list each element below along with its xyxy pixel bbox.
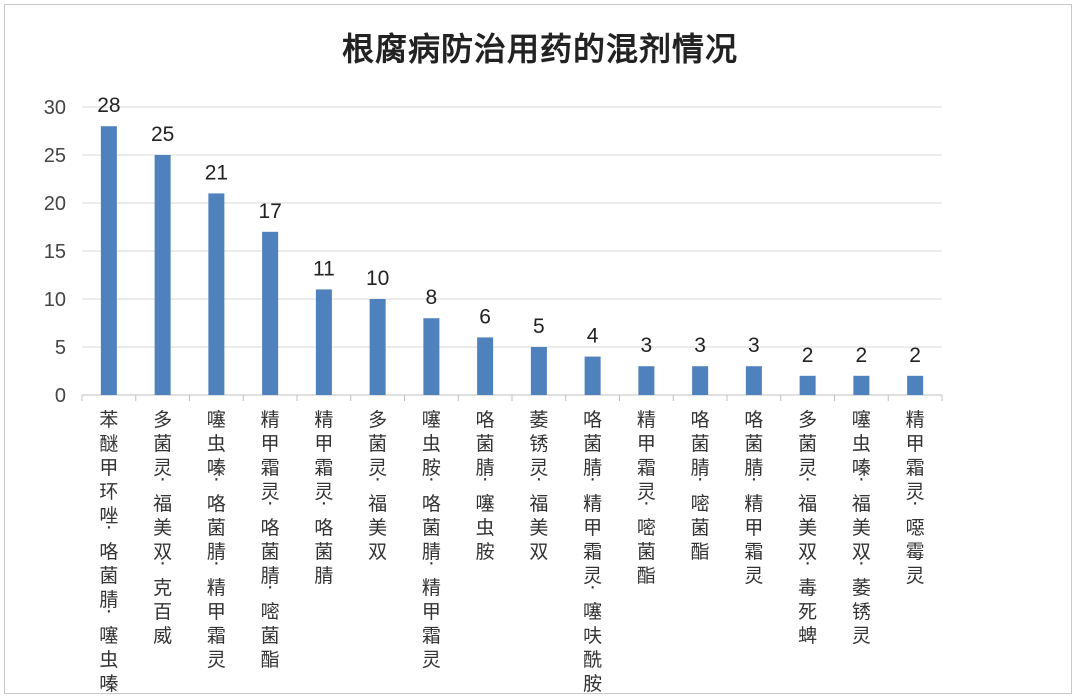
x-category-label: 精甲霜灵·嘧菌酯	[637, 409, 656, 587]
data-label: 4	[587, 325, 599, 348]
x-category-label: 咯菌腈·噻虫胺	[476, 409, 495, 563]
bar	[477, 337, 494, 395]
x-category-label: 多菌灵·福美双·克百威	[153, 409, 172, 647]
x-category-label: 噻虫嗪·福美双·萎锈灵	[852, 409, 871, 647]
x-category-label: 精甲霜灵·噁霉灵	[906, 409, 925, 587]
data-label: 21	[205, 161, 228, 184]
bar	[799, 375, 816, 395]
data-label: 2	[802, 344, 814, 367]
bar	[584, 356, 601, 395]
bar	[315, 289, 332, 395]
bar	[423, 318, 440, 395]
bar	[369, 299, 386, 395]
bar	[638, 366, 655, 395]
y-tick-label: 15	[44, 241, 66, 263]
bar	[154, 155, 171, 395]
data-label: 11	[313, 257, 335, 280]
bar	[100, 126, 117, 395]
x-category-label: 精甲霜灵·咯菌腈	[314, 409, 333, 587]
bar	[907, 375, 924, 395]
y-tick-label: 5	[55, 337, 66, 359]
data-label: 3	[748, 334, 760, 357]
x-category-label: 精甲霜灵·咯菌腈·嘧菌酯	[261, 409, 280, 671]
data-label: 3	[694, 334, 706, 357]
bar	[530, 347, 547, 395]
data-label: 17	[258, 200, 281, 223]
x-category-label: 苯醚甲环唑·咯菌腈·噻虫嗪	[99, 409, 118, 695]
data-label: 28	[97, 94, 120, 117]
data-label: 5	[533, 315, 545, 338]
y-tick-label: 10	[44, 289, 66, 311]
data-label: 3	[641, 334, 653, 357]
x-category-label: 多菌灵·福美双·毒死蜱	[798, 409, 817, 647]
x-category-label: 噻虫嗪·咯菌腈·精甲霜灵	[207, 409, 226, 671]
bar	[692, 366, 709, 395]
y-tick-label: 25	[44, 145, 66, 167]
bar	[853, 375, 870, 395]
bar	[745, 366, 762, 395]
data-label: 25	[151, 123, 174, 146]
y-tick-label: 20	[44, 193, 66, 215]
x-category-label: 咯菌腈·精甲霜灵·噻呋酰胺	[583, 409, 602, 695]
x-category-label: 多菌灵·福美双	[368, 409, 387, 563]
y-tick-label: 30	[44, 97, 66, 119]
x-category-label: 咯菌腈·精甲霜灵	[744, 409, 763, 587]
bar	[208, 193, 225, 395]
x-category-label: 噻虫胺·咯菌腈·精甲霜灵	[422, 409, 441, 671]
data-label: 6	[479, 305, 491, 328]
chart-title: 根腐病防治用药的混剂情况	[341, 30, 738, 68]
y-tick-label: 0	[55, 385, 66, 407]
data-label: 2	[856, 344, 868, 367]
x-category-label: 萎锈灵·福美双	[529, 409, 548, 563]
data-label: 10	[366, 267, 389, 290]
data-label: 8	[426, 286, 438, 309]
data-label: 2	[909, 344, 921, 367]
x-category-label: 咯菌腈·嘧菌酯	[691, 409, 710, 563]
bar	[262, 231, 279, 395]
